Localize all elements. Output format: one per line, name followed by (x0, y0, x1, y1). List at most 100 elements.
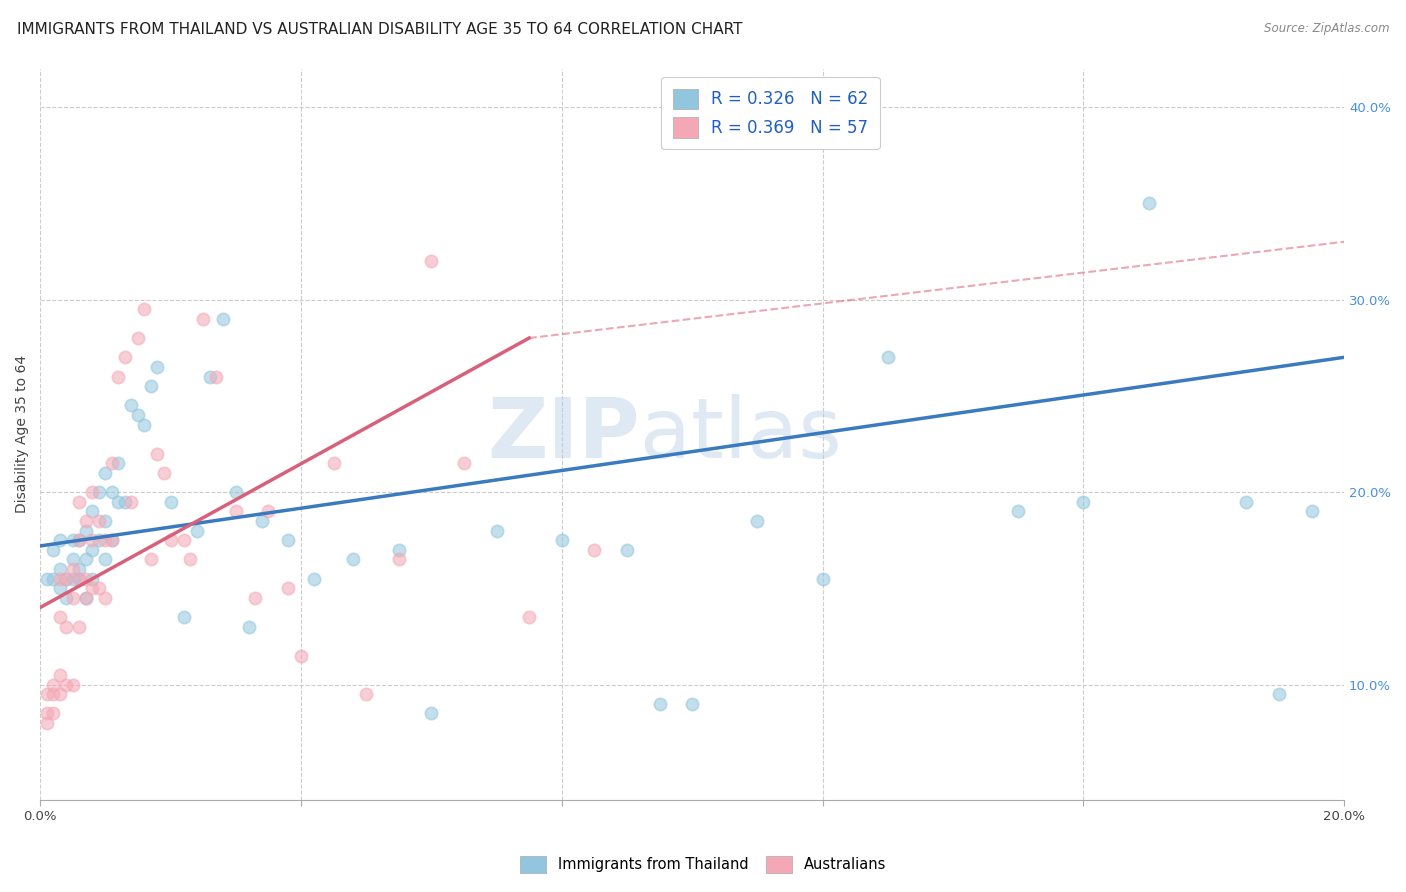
Point (257, 504, 280, 518)
Point (302, 572, 325, 586)
Point (238, 620, 260, 634)
Point (42, 572, 65, 586)
Point (55, 572, 77, 586)
Text: Source: ZipAtlas.com: Source: ZipAtlas.com (1264, 22, 1389, 36)
Point (67, 572, 90, 586)
Point (87, 485, 110, 500)
Point (94, 591, 117, 605)
Point (75, 524, 97, 538)
Point (583, 542, 606, 557)
Point (245, 591, 267, 605)
Legend: R = 0.326   N = 62, R = 0.369   N = 57: R = 0.326 N = 62, R = 0.369 N = 57 (661, 77, 880, 149)
Point (48, 687, 70, 701)
Point (35, 687, 58, 701)
Legend: Immigrants from Thailand, Australians: Immigrants from Thailand, Australians (513, 849, 893, 880)
Point (191, 311, 214, 326)
Point (101, 533, 124, 548)
Point (811, 572, 834, 586)
Point (616, 542, 638, 557)
Point (82, 533, 104, 548)
Point (82, 572, 104, 586)
Point (67, 572, 90, 586)
Point (420, 706, 443, 721)
Point (153, 466, 176, 480)
Point (48, 610, 70, 624)
Point (250, 514, 273, 528)
Point (173, 533, 195, 548)
Point (876, 351, 898, 365)
Point (48, 562, 70, 576)
Point (42, 677, 65, 691)
Point (420, 254, 443, 268)
Point (94, 552, 117, 566)
Point (87, 514, 110, 528)
Point (67, 620, 90, 634)
Point (322, 456, 344, 470)
Point (107, 456, 129, 470)
Text: atlas: atlas (640, 393, 842, 475)
Point (120, 399, 142, 413)
Point (35, 716, 58, 731)
Point (173, 610, 195, 624)
Point (55, 572, 77, 586)
Point (179, 552, 201, 566)
Point (277, 533, 299, 548)
Point (67, 533, 90, 548)
Point (75, 572, 97, 586)
Point (48, 668, 70, 682)
Point (198, 369, 221, 384)
Point (1268, 687, 1291, 701)
Point (75, 552, 97, 566)
Point (55, 591, 77, 605)
Point (146, 359, 169, 374)
Point (114, 494, 136, 508)
Point (94, 514, 117, 528)
Point (62, 677, 84, 691)
Point (146, 446, 169, 460)
Point (101, 533, 124, 548)
Point (62, 533, 84, 548)
Point (485, 524, 508, 538)
Point (290, 648, 312, 663)
Point (388, 552, 411, 566)
Point (107, 494, 129, 508)
Point (87, 582, 110, 596)
Point (159, 494, 181, 508)
Point (342, 552, 364, 566)
Point (48, 533, 70, 548)
Point (55, 677, 77, 691)
Point (75, 514, 97, 528)
Point (277, 582, 299, 596)
Point (75, 591, 97, 605)
Point (75, 591, 97, 605)
Point (94, 466, 117, 480)
Point (82, 582, 104, 596)
Point (453, 456, 475, 470)
Y-axis label: Disability Age 35 to 64: Disability Age 35 to 64 (15, 355, 30, 514)
Point (225, 485, 247, 500)
Point (48, 572, 70, 586)
Point (82, 542, 104, 557)
Point (139, 552, 162, 566)
Point (67, 494, 90, 508)
Point (1073, 494, 1095, 508)
Point (94, 533, 117, 548)
Point (101, 485, 124, 500)
Point (551, 533, 574, 548)
Point (139, 379, 162, 393)
Point (1007, 504, 1029, 518)
Point (42, 542, 65, 557)
Text: IMMIGRANTS FROM THAILAND VS AUSTRALIAN DISABILITY AGE 35 TO 64 CORRELATION CHART: IMMIGRANTS FROM THAILAND VS AUSTRALIAN D… (17, 22, 742, 37)
Point (120, 494, 142, 508)
Point (35, 706, 58, 721)
Point (82, 485, 104, 500)
Point (186, 524, 208, 538)
Point (67, 562, 90, 576)
Point (107, 369, 129, 384)
Point (127, 408, 149, 422)
Point (517, 610, 540, 624)
Point (1137, 196, 1160, 211)
Point (747, 514, 769, 528)
Point (48, 582, 70, 596)
Point (114, 351, 136, 365)
